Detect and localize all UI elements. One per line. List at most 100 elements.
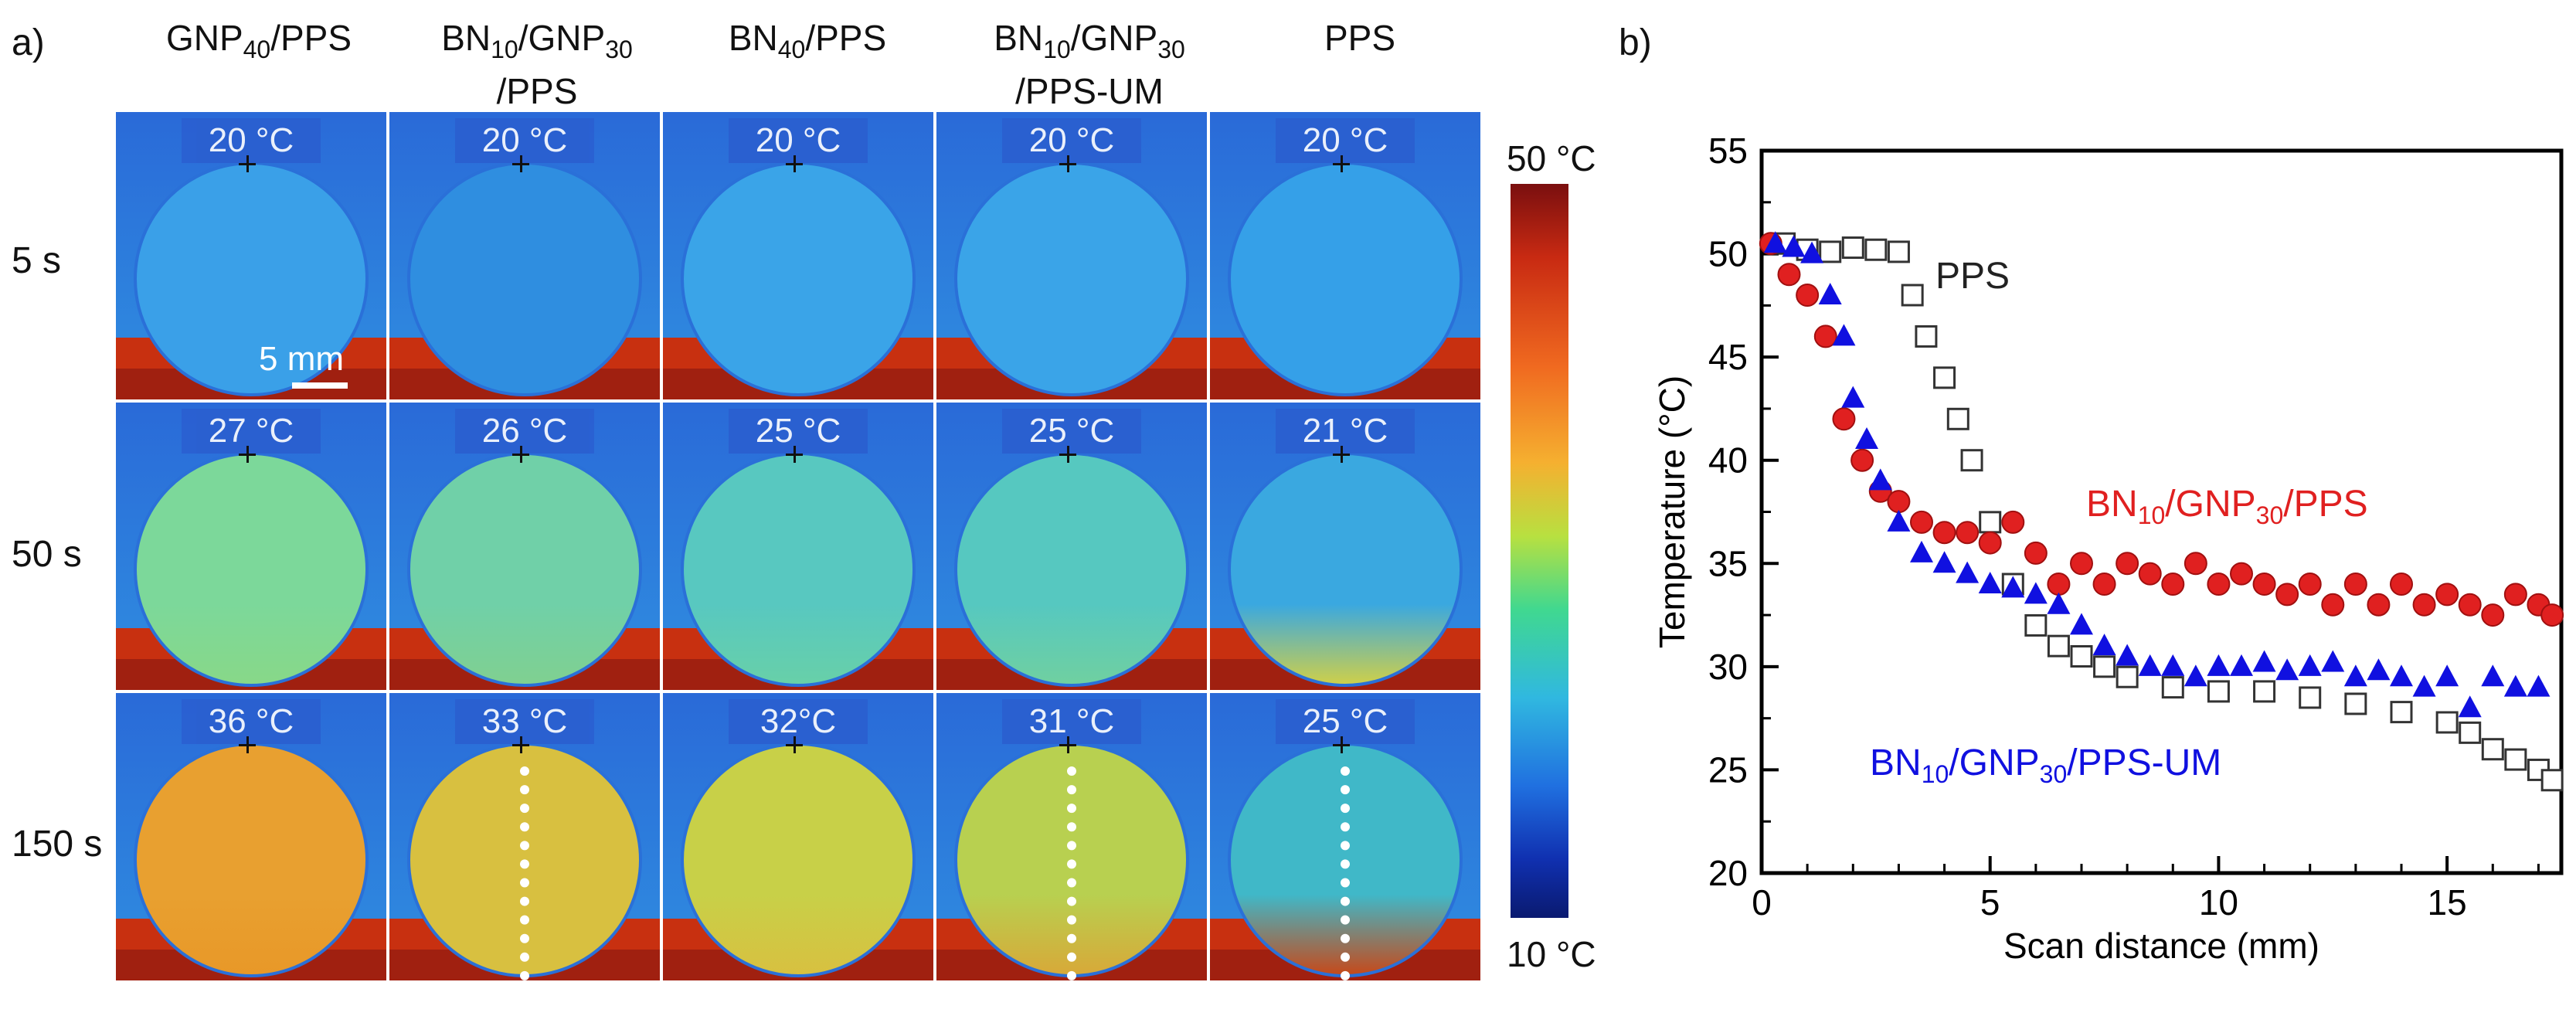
bn-gnp-pps-point	[2298, 573, 2322, 596]
y-tick-label: 35	[1708, 543, 1748, 583]
crosshair-icon	[239, 736, 256, 753]
temp-label-r3-c1: 36 °C	[182, 699, 321, 744]
bn-gnp-pps-um-point	[2527, 675, 2551, 697]
bn-gnp-pps-um-point	[2412, 675, 2436, 697]
temp-label-r2-c2: 26 °C	[455, 409, 594, 454]
pps-point	[2459, 721, 2482, 744]
pps-point	[2481, 738, 2504, 761]
bn-gnp-pps-point	[2230, 562, 2253, 586]
temp-label-r3-c3: 32°C	[729, 699, 868, 744]
pps-point	[2093, 655, 2116, 678]
crosshair-icon	[786, 155, 803, 172]
bn-gnp-pps-um-point	[2116, 644, 2139, 666]
bn-gnp-pps-point	[2540, 603, 2564, 627]
pps-point	[2390, 701, 2413, 724]
bn-gnp-pps-um-point	[1978, 572, 2002, 593]
temp-label-r2-c4: 25 °C	[1002, 409, 1141, 454]
pps-point	[2207, 680, 2230, 703]
bn-gnp-pps-point	[1887, 490, 1911, 514]
thermal-image-r1-c2	[389, 112, 660, 399]
y-tick-label: 45	[1708, 337, 1748, 377]
bn-gnp-pps-um-point	[1818, 283, 1842, 304]
pps-point	[1901, 284, 1924, 307]
pps-point	[2504, 748, 2527, 771]
crosshair-icon	[786, 446, 803, 463]
pps-point	[1960, 449, 1983, 472]
bn-gnp-pps-um-point	[2481, 664, 2505, 687]
scan-line	[1067, 766, 1086, 980]
bn-gnp-pps-point	[2503, 583, 2527, 607]
bn-gnp-pps-point	[2481, 603, 2505, 627]
thermal-image-r1-c5	[1210, 112, 1480, 399]
bn-gnp-pps-point	[2116, 552, 2139, 576]
bn-gnp-pps-point	[2183, 552, 2207, 576]
bn-gnp-pps-point	[2161, 573, 2185, 596]
y-tick-label: 55	[1708, 131, 1748, 171]
col-header-1: GNP40/PPS	[165, 18, 352, 63]
bn-gnp-pps-um-point	[2024, 582, 2048, 604]
bn-gnp-pps-um-point	[1782, 235, 1806, 257]
panel-a-label: a)	[12, 22, 45, 63]
bn-gnp-pps-point	[2343, 573, 2367, 596]
temperature-chart: 20 25 30 35 40 45 50 55 0 5 10 15 Scan distance (mm)…	[1652, 131, 2564, 966]
bn-gnp-pps-point	[1956, 521, 1980, 545]
temp-label-r1-c5: 20 °C	[1276, 118, 1415, 163]
bn-gnp-pps-um-point	[2503, 675, 2527, 697]
bn-gnp-pps-um-point	[2343, 664, 2367, 687]
bn-gnp-pps-point	[2252, 573, 2276, 596]
pps-point	[1841, 236, 1864, 260]
thermal-image-r2-c2	[389, 403, 660, 690]
x-tick-label: 5	[1980, 882, 2000, 923]
crosshair-icon	[512, 736, 529, 753]
pps-point	[2344, 692, 2367, 715]
crosshair-icon	[1059, 446, 1076, 463]
col-header-4: BN10/GNP30/PPS-UM	[994, 18, 1185, 111]
panel-b-label: b)	[1619, 22, 1652, 63]
bn-gnp-pps-point	[2138, 562, 2162, 586]
crosshair-icon	[1333, 446, 1350, 463]
x-axis-label: Scan distance (mm)	[2003, 926, 2319, 966]
bn-gnp-pps-point	[2070, 552, 2093, 576]
temp-label-r1-c2: 20 °C	[455, 118, 594, 163]
pps-point	[2299, 686, 2322, 709]
bn-gnp-pps-um-point	[2047, 592, 2071, 614]
pps-point	[2116, 665, 2139, 688]
bn-gnp-pps-um-point	[1910, 540, 1933, 562]
crosshair-icon	[1333, 736, 1350, 753]
pps-point	[2024, 613, 2048, 637]
bn-gnp-pps-um-point	[2207, 654, 2231, 676]
temp-label-r1-c1: 20 °C	[182, 118, 321, 163]
pps-point	[2070, 645, 2093, 668]
y-tick-label: 30	[1708, 647, 1748, 687]
crosshair-icon	[512, 446, 529, 463]
bn-gnp-pps-um-point	[1868, 468, 1892, 491]
pps-point	[2161, 676, 2184, 699]
bn-gnp-pps-point	[1978, 531, 2002, 555]
pps-point	[1946, 407, 1969, 430]
pps-point	[1819, 240, 1842, 263]
colorbar	[1511, 184, 1568, 918]
thermal-image-r3-c1	[116, 693, 386, 980]
pps-point	[2047, 634, 2070, 658]
bn-gnp-pps-point	[1813, 325, 1837, 348]
temp-label-r2-c1: 27 °C	[182, 409, 321, 454]
bn-gnp-pps-point	[1850, 448, 1874, 472]
bn-gnp-pps-point	[1832, 407, 1856, 431]
bn-gnp-pps-um-point	[2252, 650, 2276, 672]
pps-point	[2540, 769, 2564, 792]
bn-gnp-pps-um-point	[1800, 241, 1824, 263]
col-header-3: BN40/PPS	[728, 18, 887, 63]
colorbar-max-label: 50 °C	[1507, 138, 1596, 178]
thermal-image-r1-c3	[663, 112, 933, 399]
bn-gnp-pps-point	[2024, 541, 2048, 565]
bn-gnp-pps-point	[1932, 521, 1956, 545]
temp-label-r3-c4: 31 °C	[1002, 699, 1141, 744]
bn-gnp-pps-um-point	[1887, 509, 1911, 532]
temp-label-r1-c3: 20 °C	[729, 118, 868, 163]
bn-gnp-pps-um-point	[2298, 654, 2322, 676]
crosshair-icon	[512, 155, 529, 172]
x-tick-label: 15	[2428, 882, 2467, 923]
bn-gnp-pps-point	[2367, 593, 2391, 617]
pps-point	[1864, 238, 1888, 261]
row-label-150s: 150 s	[12, 824, 103, 865]
